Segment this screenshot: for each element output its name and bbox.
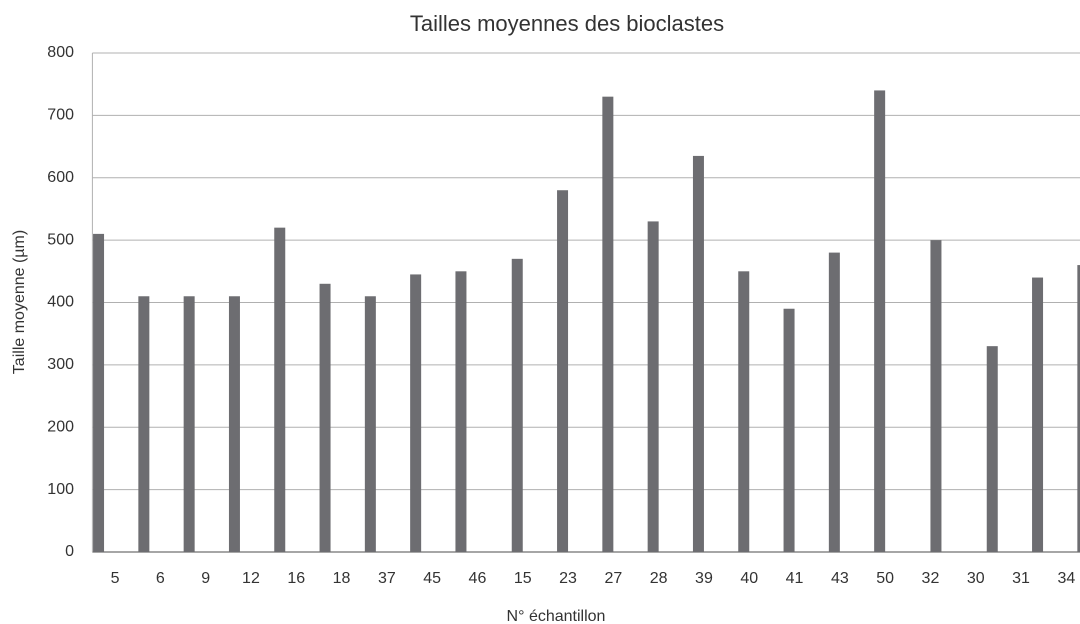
y-tick-label: 100 [47,481,74,498]
bar [455,271,467,552]
bar [511,258,523,552]
x-tick-label: 12 [242,570,260,587]
y-tick-label: 500 [47,231,74,248]
x-tick-label: 30 [967,570,985,587]
x-tick-label: 5 [111,570,120,587]
bar [138,296,150,552]
bar [692,155,704,552]
bar [183,296,195,552]
x-tick-label: 41 [786,570,804,587]
bar [93,233,105,552]
x-tick-label: 46 [469,570,487,587]
x-tick-label: 6 [156,570,165,587]
x-tick-label: 40 [740,570,758,587]
chart-title: Tailles moyennes des bioclastes [410,11,724,36]
bar [319,283,331,552]
bar [647,221,659,552]
bar [557,190,569,552]
bar [1032,277,1044,552]
y-tick-label: 400 [47,294,74,311]
x-axis-label: N° échantillon [507,608,606,624]
x-tick-label: 16 [287,570,305,587]
bar [602,96,614,552]
bar [274,227,286,552]
x-tick-label: 28 [650,570,668,587]
x-tick-label: 27 [604,570,622,587]
x-tick-label: 34 [1057,570,1075,587]
x-tick-label: 45 [423,570,441,587]
x-tick-label: 43 [831,570,849,587]
x-tick-label: 18 [333,570,351,587]
x-tick-label: 23 [559,570,577,587]
x-tick-label: 9 [201,570,210,587]
y-tick-label: 800 [47,44,74,61]
x-tick-label: 37 [378,570,396,587]
y-tick-label: 200 [47,418,74,435]
bar [986,346,998,552]
y-axis-label: Taille moyenne (µm) [11,230,28,374]
bar [410,274,422,552]
y-tick-label: 0 [65,543,74,560]
bar [874,90,886,553]
x-tick-label: 15 [514,570,532,587]
x-tick-label: 50 [876,570,894,587]
y-tick-label: 300 [47,356,74,373]
y-tick-label: 700 [47,107,74,124]
bar [1077,265,1080,552]
x-tick-label: 39 [695,570,713,587]
bar [738,271,750,552]
x-tick-label: 32 [922,570,940,587]
bar [228,296,240,552]
y-tick-label: 600 [47,169,74,186]
bar [364,296,376,552]
bar [930,240,942,552]
bar [783,308,795,552]
bar [828,252,840,552]
x-tick-label: 31 [1012,570,1030,587]
